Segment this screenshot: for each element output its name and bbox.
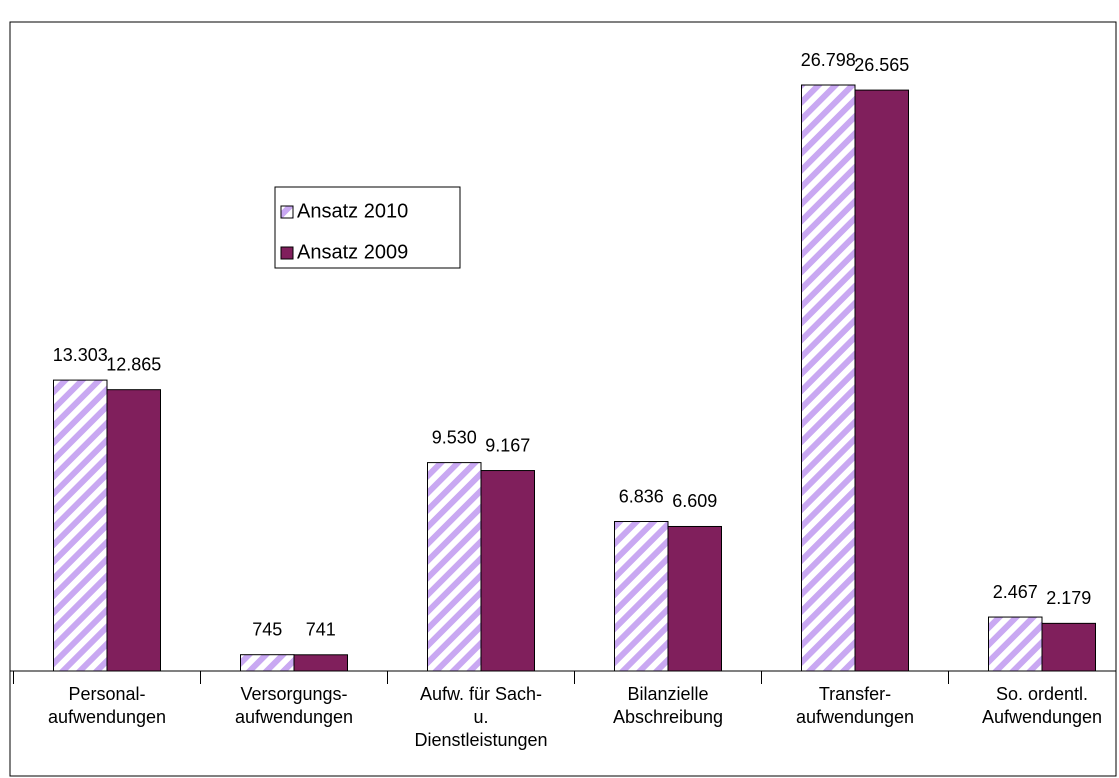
data-label: 6.836	[619, 486, 664, 506]
legend-label: Ansatz 2009	[297, 241, 408, 263]
data-label: 745	[252, 619, 282, 639]
data-label: 12.865	[106, 354, 161, 374]
bar	[667, 525, 722, 672]
bar	[293, 654, 348, 672]
data-label: 6.609	[672, 491, 717, 511]
data-label: 2.467	[993, 582, 1038, 602]
x-tick-label: Versorgungs-	[240, 684, 347, 704]
x-tick-label: aufwendungen	[48, 707, 166, 727]
legend: Ansatz 2010 Ansatz 2009	[274, 186, 461, 269]
data-label: 2.179	[1046, 588, 1091, 608]
x-tick-label: Abschreibung	[613, 707, 723, 727]
bar	[53, 379, 108, 672]
data-label: 9.167	[485, 435, 530, 455]
legend-box	[274, 186, 461, 269]
bar	[480, 470, 535, 672]
data-label: 26.798	[801, 50, 856, 70]
x-tick-label: Personal-	[68, 684, 145, 704]
bar	[1041, 622, 1096, 672]
x-tick-label: aufwendungen	[796, 707, 914, 727]
data-label: 13.303	[53, 345, 108, 365]
x-tick-label: Bilanzielle	[627, 684, 708, 704]
x-tick-label: Aufwendungen	[982, 707, 1102, 727]
x-tick-label: aufwendungen	[235, 707, 353, 727]
x-tick-label: So. ordentl.	[996, 684, 1088, 704]
legend-label: Ansatz 2010	[297, 200, 408, 222]
bar	[854, 89, 909, 672]
x-tick-label: Aufw. für Sach-	[420, 684, 542, 704]
legend-swatch	[280, 246, 294, 260]
legend-swatch	[280, 205, 294, 219]
bar	[240, 654, 295, 672]
data-label: 741	[306, 620, 336, 640]
bar	[988, 616, 1043, 672]
x-tick-label: u.	[473, 707, 488, 727]
x-tick-label: Dienstleistungen	[414, 730, 547, 750]
chart-frame	[9, 21, 1117, 777]
x-tick-label: Transfer-	[819, 684, 891, 704]
data-label: 9.530	[432, 427, 477, 447]
data-label: 26.565	[854, 55, 909, 75]
bar	[427, 462, 482, 672]
bar	[801, 84, 856, 672]
bar	[106, 389, 161, 672]
bar	[614, 521, 669, 672]
